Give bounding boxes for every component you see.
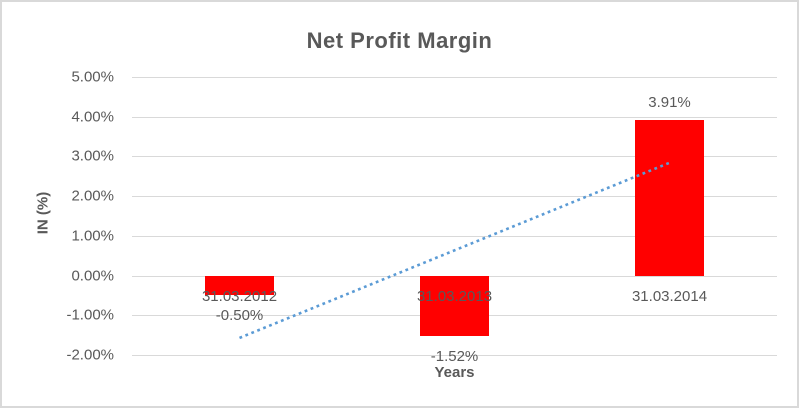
x-axis-title: Years [434,364,475,381]
category-label: 31.03.2013 [416,287,493,305]
y-tick-label: 0.00% [71,267,114,285]
data-label: -1.52% [430,347,479,365]
y-tick-label: 2.00% [71,187,114,205]
gridline [132,116,777,118]
y-tick-label: 4.00% [71,108,114,126]
bar-31.03.2013 [420,275,489,336]
category-label: 31.03.2012 [201,287,278,305]
plot-area: 31.03.2012 -0.50% 31.03.2013 -1.52% 31.03.20… [132,77,777,365]
y-tick-label: 3.00% [71,147,114,165]
gridline [132,77,777,78]
y-tick-label: 5.00% [71,68,114,86]
y-tick-label: -1.00% [66,306,114,324]
data-label: -0.50% [215,307,264,325]
y-tick-label: -2.00% [66,346,114,364]
y-axis-ticks: 5.00% 4.00% 3.00% 2.00% 1.00% 0.00% -1.00% -2.0… [2,69,114,364]
y-tick-label: 1.00% [71,227,114,245]
data-label: 3.91% [648,94,691,112]
category-label: 31.03.2014 [631,287,708,305]
gridline [132,156,777,158]
bar-31.03.2014 [635,120,704,276]
gridline [132,355,777,356]
chart-title: Net Profit Margin [306,28,493,53]
